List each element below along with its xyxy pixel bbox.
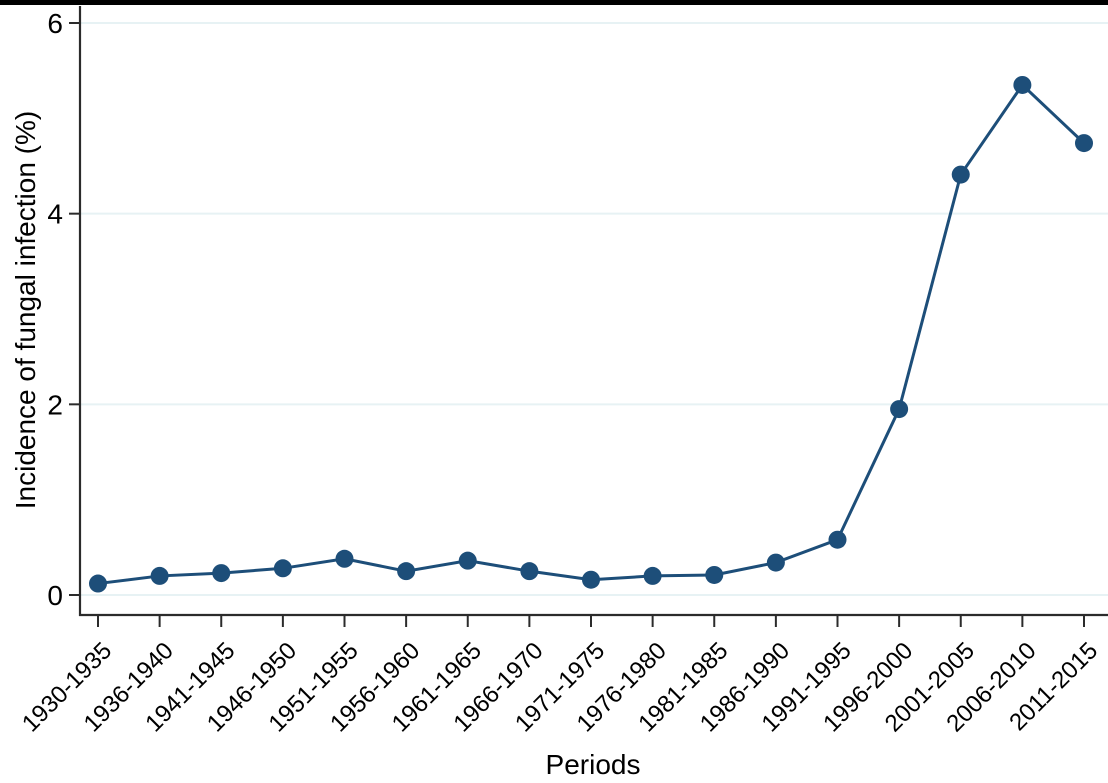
x-axis-title: Periods xyxy=(545,749,641,780)
y-tick-label: 0 xyxy=(47,580,63,611)
data-point xyxy=(951,165,970,184)
y-tick-label: 6 xyxy=(47,8,63,39)
data-point xyxy=(212,564,231,583)
data-point xyxy=(520,562,539,581)
data-point xyxy=(766,553,785,572)
data-point xyxy=(582,570,600,589)
data-point xyxy=(705,565,724,584)
figure-top-border xyxy=(0,0,1108,5)
data-point xyxy=(273,559,292,578)
data-point xyxy=(890,400,909,419)
data-point xyxy=(1013,75,1032,94)
data-point xyxy=(458,551,477,570)
data-point xyxy=(643,566,662,585)
data-point xyxy=(150,566,169,585)
y-tick-label: 2 xyxy=(47,389,63,420)
data-point xyxy=(335,549,354,568)
data-point xyxy=(1075,134,1093,153)
data-point xyxy=(397,562,416,581)
y-axis-title: Incidence of fungal infection (%) xyxy=(10,110,41,510)
data-point xyxy=(89,574,107,593)
y-tick-label: 4 xyxy=(47,199,63,230)
data-point xyxy=(828,530,847,549)
data-line xyxy=(97,82,1086,586)
